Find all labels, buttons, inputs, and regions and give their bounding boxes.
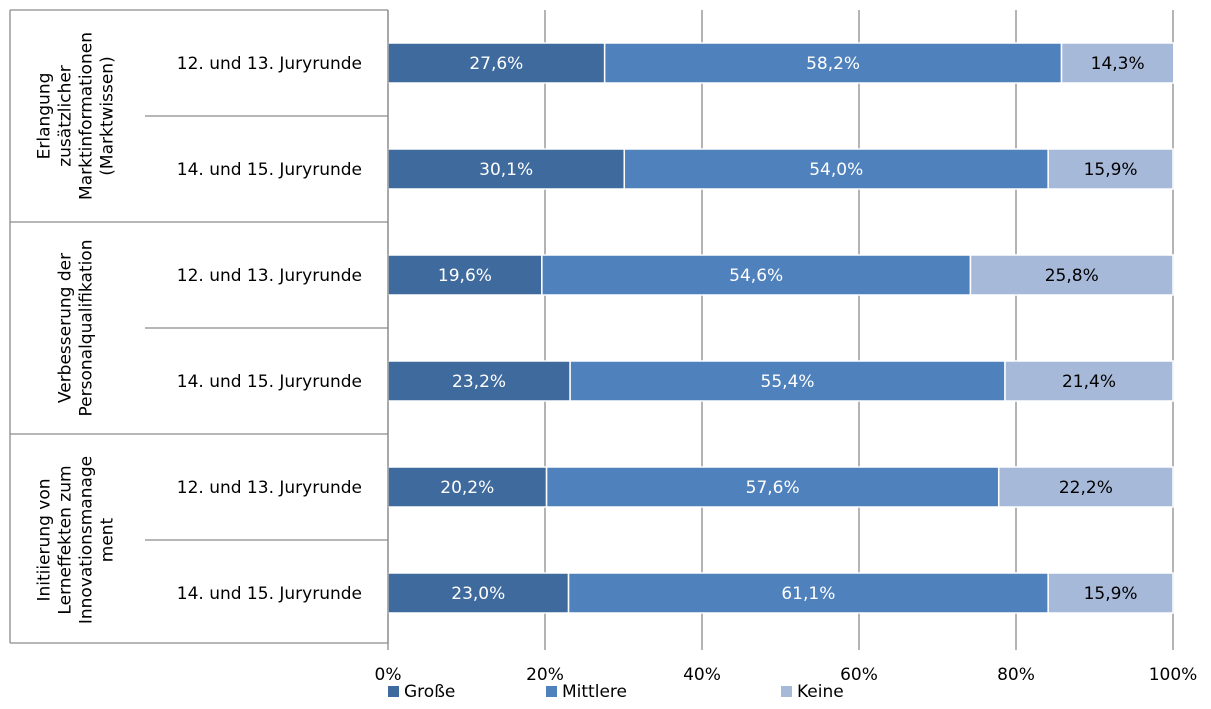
group-label-line: (Marktwissen) [98, 56, 118, 175]
data-label: 27,6% [469, 54, 523, 74]
bar-segment [569, 360, 1006, 402]
row-label: 14. und 15. Juryrunde [177, 584, 362, 604]
bar-segment [545, 466, 1000, 508]
data-label: 54,6% [729, 266, 783, 286]
bar-segment [567, 572, 1049, 614]
bar-segment [1060, 42, 1175, 84]
bar-segment [541, 254, 972, 296]
data-label: 20,2% [440, 478, 494, 498]
row-label: 12. und 13. Juryrunde [177, 478, 362, 498]
group-label-line: Personalqualifikation [77, 240, 97, 417]
data-label: 55,4% [761, 372, 815, 392]
data-label: 58,2% [806, 54, 860, 74]
group-label-line: Lerneffekten zum [56, 465, 76, 614]
group-label-line: Innovationsmanage [77, 456, 97, 624]
bar-segment [969, 254, 1174, 296]
group-label-line: zusätzlicher [56, 65, 76, 167]
bar-segment [387, 360, 571, 402]
row-label: 14. und 15. Juryrunde [177, 372, 362, 392]
row-label: 12. und 13. Juryrunde [177, 266, 362, 286]
data-label: 14,3% [1091, 54, 1145, 74]
data-label: 15,9% [1084, 160, 1138, 180]
group-label-line: Initiierung von [35, 478, 55, 601]
data-label: 54,0% [809, 160, 863, 180]
data-label: 23,2% [452, 372, 506, 392]
data-label: 61,1% [781, 584, 835, 604]
data-label: 57,6% [746, 478, 800, 498]
bars: 27,6% 58,2% 14,3% 30,1% 54,0% 15,9% 19,6% 54,6%… [387, 42, 1175, 614]
legend-label: Mittlere [562, 682, 627, 702]
data-label: 30,1% [479, 160, 533, 180]
bar-segment [387, 254, 543, 296]
bar-segment [387, 148, 626, 190]
bar-segment [387, 466, 548, 508]
legend-swatch [388, 686, 399, 697]
legend-swatch [546, 686, 557, 697]
x-tick-label: 40% [683, 665, 721, 685]
bar-segment [1047, 572, 1174, 614]
bar-segment [1047, 148, 1174, 190]
grid-lines [387, 10, 1174, 650]
data-label: 23,0% [451, 584, 505, 604]
group-label-line: ment [98, 517, 118, 562]
data-label: 21,4% [1062, 372, 1116, 392]
group-label-line: Erlangung [35, 73, 55, 160]
category-axis: ErlangungzusätzlicherMarktinformationen(… [9, 9, 389, 644]
legend-label: Keine [797, 682, 844, 702]
bar-segment [387, 42, 606, 84]
row-label: 12. und 13. Juryrunde [177, 54, 362, 74]
x-tick-label: 0% [375, 665, 402, 685]
x-tick-label: 20% [526, 665, 564, 685]
data-label: 22,2% [1059, 478, 1113, 498]
bar-segment [997, 466, 1174, 508]
data-label: 19,6% [438, 266, 492, 286]
row-label: 14. und 15. Juryrunde [177, 160, 362, 180]
group-label: Verbesserung derPersonalqualifikation [56, 240, 97, 417]
bar-segment [1004, 360, 1174, 402]
group-label: ErlangungzusätzlicherMarktinformationen(… [35, 32, 118, 200]
group-label-line: Verbesserung der [56, 253, 76, 403]
data-label: 15,9% [1084, 584, 1138, 604]
data-label: 25,8% [1045, 266, 1099, 286]
legend-swatch [781, 686, 792, 697]
x-tick-label: 100% [1149, 665, 1198, 685]
bar-segment [623, 148, 1049, 190]
x-tick-label: 60% [840, 665, 878, 685]
group-label-line: Marktinformationen [77, 32, 97, 200]
legend: Große Mittlere Keine [388, 682, 844, 702]
legend-label: Große [404, 682, 455, 702]
x-tick-label: 80% [997, 665, 1035, 685]
group-label: Initiierung vonLerneffekten zumInnovatio… [35, 456, 118, 624]
x-axis: 0% 20% 40% 60% 80% 100% [375, 665, 1198, 685]
